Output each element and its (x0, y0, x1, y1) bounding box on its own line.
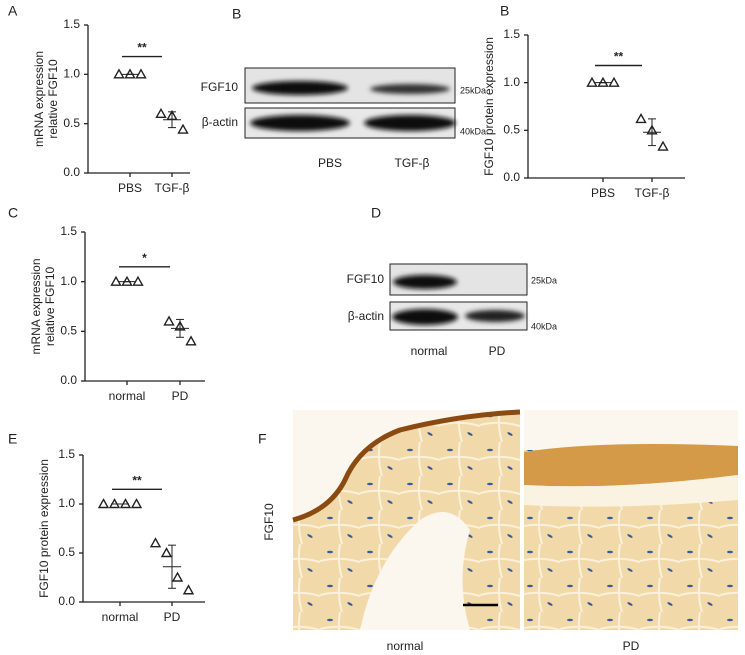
band (364, 115, 456, 131)
band (392, 309, 458, 325)
stained-edge-normal (292, 409, 521, 523)
y-tick-label: 1.5 (503, 27, 520, 41)
y-tick-label: 0.5 (60, 324, 77, 338)
y-tick-label: 1.5 (58, 447, 75, 461)
data-point (135, 68, 147, 79)
y-axis-label: FGF10 protein expression (37, 459, 51, 598)
band (250, 115, 350, 131)
y-axis-label: mRNA expression (29, 258, 43, 354)
y-axis-label: relative FGF10 (46, 59, 60, 139)
axis (527, 35, 685, 179)
condition-label: normal (387, 639, 424, 653)
row-label: FGF10 (347, 272, 385, 286)
lane-label: TGF-β (395, 156, 430, 170)
data-point (171, 571, 184, 582)
significance-label: ** (614, 50, 624, 64)
row-label: β-actin (202, 115, 238, 129)
lane-label: PD (489, 344, 506, 358)
marker-label: 40kDa (460, 126, 486, 136)
stained-edge-pd (524, 444, 738, 487)
band (252, 81, 348, 95)
data-point (124, 68, 136, 79)
data-point (113, 68, 125, 79)
histology-images (292, 409, 738, 630)
data-point (185, 335, 197, 346)
y-tick-label: 0.5 (503, 123, 520, 137)
data-point (177, 123, 189, 134)
significance-label: * (142, 251, 147, 265)
y-tick-label: 1.0 (503, 75, 520, 89)
gap-pd (524, 475, 738, 507)
y-tick-label: 0.5 (58, 545, 75, 559)
panel-label: E (8, 431, 17, 447)
row-label: FGF10 (201, 80, 239, 94)
band (465, 310, 525, 322)
significance-label: ** (132, 473, 142, 487)
y-tick-label: 1.0 (63, 67, 80, 81)
x-tick-label: TGF-β (155, 181, 190, 195)
panel-label: A (8, 3, 18, 19)
x-tick-label: PBS (118, 181, 142, 195)
y-axis-label: FGF10 protein expression (482, 37, 496, 176)
x-tick-label: normal (102, 610, 139, 624)
axis (82, 455, 205, 603)
gap-normal (360, 512, 470, 630)
y-tick-label: 0.0 (60, 373, 77, 387)
marker-label: 25kDa (460, 85, 486, 95)
data-point (635, 112, 647, 124)
data-point (155, 107, 167, 118)
data-point (97, 498, 110, 509)
x-tick-label: PBS (591, 186, 615, 200)
band (393, 275, 457, 289)
panel-label: F (258, 431, 267, 447)
data-point (149, 537, 162, 548)
y-tick-label: 0.0 (58, 594, 75, 608)
row-label: β-actin (348, 309, 384, 323)
y-tick-label: 1.5 (63, 17, 80, 31)
panel-label: D (371, 205, 381, 221)
x-tick-label: PD (164, 610, 181, 624)
background-pd (524, 410, 738, 450)
condition-label: PD (623, 639, 640, 653)
x-tick-label: TGF-β (635, 186, 670, 200)
chart-b: B 0.0 0.5 1.0 1.5 FGF10 protein expression PBS… (482, 3, 685, 200)
tissue-normal (293, 412, 520, 630)
y-tick-label: 0.0 (63, 165, 80, 179)
data-point (182, 584, 195, 595)
x-tick-label: normal (109, 389, 146, 403)
marker-label: 25kDa (531, 275, 557, 285)
y-axis-label: relative FGF10 (43, 266, 57, 346)
data-point (130, 498, 143, 509)
y-tick-label: 1.5 (60, 224, 77, 238)
y-tick-label: 1.0 (60, 274, 77, 288)
marker-label: 40kDa (531, 321, 557, 331)
blot-d (389, 263, 528, 331)
y-axis-label: mRNA expression (32, 51, 46, 147)
lane-label: normal (411, 344, 448, 358)
data-point (657, 140, 669, 151)
significance-label: ** (137, 41, 147, 55)
y-tick-label: 0.5 (63, 116, 80, 130)
y-tick-label: 0.0 (503, 170, 520, 184)
band (370, 84, 450, 94)
lane-label: PBS (318, 156, 342, 170)
panel-label: C (8, 205, 18, 221)
stain-label: FGF10 (262, 503, 276, 541)
data-point (163, 315, 175, 326)
x-tick-label: PD (172, 389, 189, 403)
chart-e: E 0.0 0.5 1.0 1.5 FGF10 protein expression nor… (8, 431, 205, 624)
data-point (160, 547, 173, 558)
panel-label: B (232, 6, 241, 22)
blot-b (244, 67, 456, 139)
y-tick-label: 1.0 (58, 496, 75, 510)
panel-label: B (500, 3, 509, 19)
